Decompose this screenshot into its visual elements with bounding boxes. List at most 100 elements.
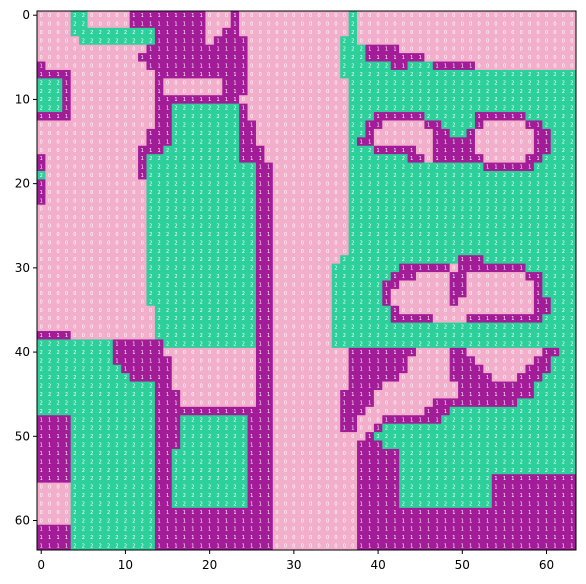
heatmap-cell-value: 0: [419, 30, 422, 36]
heatmap-cell-value: 2: [478, 106, 481, 112]
heatmap-cell-value: 2: [435, 106, 438, 112]
heatmap-cell: [331, 11, 341, 20]
heatmap-cell: [213, 27, 223, 37]
heatmap-cell-value: 1: [174, 97, 177, 103]
heatmap-cell-value: 0: [343, 97, 346, 103]
heatmap-cell-value: 1: [402, 114, 405, 120]
heatmap-cell: [289, 11, 299, 20]
heatmap-cell-value: 0: [545, 30, 548, 36]
heatmap-cell-value: 2: [562, 106, 565, 112]
heatmap-cell-value: 2: [427, 97, 430, 103]
heatmap-cell-value: 0: [82, 122, 85, 128]
heatmap-cell-value: 2: [452, 97, 455, 103]
heatmap-cell-value: 0: [318, 13, 321, 19]
heatmap-cell-value: 1: [183, 13, 186, 19]
heatmap-cell-value: 2: [410, 106, 413, 112]
heatmap-cell: [525, 36, 535, 46]
heatmap-cell: [331, 44, 341, 54]
heatmap-cell-value: 2: [99, 30, 102, 36]
heatmap-cell-value: 2: [553, 122, 556, 128]
heatmap-cell-value: 0: [99, 13, 102, 19]
heatmap-cell-value: 0: [65, 64, 68, 70]
heatmap-cell-value: 0: [503, 122, 506, 128]
heatmap-cell: [87, 11, 97, 20]
heatmap-cell-value: 0: [132, 97, 135, 103]
heatmap-cell-value: 2: [174, 106, 177, 112]
heatmap-cell-value: 0: [132, 72, 135, 78]
heatmap-cell-value: 2: [402, 97, 405, 103]
heatmap-cell-value: 0: [553, 55, 556, 61]
heatmap-cell: [458, 11, 467, 20]
heatmap-cell-value: 0: [208, 13, 211, 19]
heatmap-cell-value: 0: [267, 97, 270, 103]
heatmap-cell-value: 0: [250, 64, 253, 70]
heatmap-cell-value: 1: [216, 72, 219, 78]
heatmap-cell-value: 1: [183, 55, 186, 61]
heatmap-cell: [466, 36, 476, 46]
heatmap-cell: [70, 27, 80, 37]
heatmap-cell: [357, 27, 366, 37]
heatmap-cell: [466, 19, 476, 29]
heatmap-cell-value: 0: [56, 131, 59, 137]
heatmap-cell: [390, 27, 400, 37]
heatmap-cell: [289, 27, 299, 37]
heatmap-cell-value: 0: [132, 80, 135, 86]
heatmap-cell-value: 0: [132, 55, 135, 61]
heatmap-cell-value: 0: [242, 13, 245, 19]
heatmap-cell: [483, 36, 493, 46]
heatmap-cell-value: 1: [461, 64, 464, 70]
heatmap-cell-value: 0: [141, 72, 144, 78]
heatmap-cell: [407, 27, 417, 37]
heatmap-cell-value: 2: [368, 89, 371, 95]
heatmap-cell-value: 0: [486, 21, 489, 27]
heatmap-cell-value: 0: [141, 80, 144, 86]
heatmap-cell-value: 1: [166, 21, 169, 27]
heatmap-cell-value: 0: [40, 13, 43, 19]
heatmap-cell-value: 0: [124, 13, 127, 19]
heatmap-cell: [205, 27, 215, 37]
heatmap-cell: [264, 11, 274, 20]
heatmap-cell-value: 2: [553, 106, 556, 112]
heatmap-cell-value: 0: [107, 106, 110, 112]
heatmap-cell-value: 0: [90, 122, 93, 128]
heatmap-cell-value: 2: [351, 38, 354, 44]
heatmap-cell-value: 2: [494, 89, 497, 95]
heatmap-cell-value: 0: [90, 13, 93, 19]
heatmap-cell-value: 0: [368, 21, 371, 27]
heatmap-cell-value: 2: [419, 80, 422, 86]
heatmap-cell-value: 0: [259, 80, 262, 86]
heatmap-cell-value: 0: [402, 122, 405, 128]
heatmap-cell-value: 0: [301, 64, 304, 70]
heatmap-cell-value: 1: [208, 47, 211, 53]
heatmap-cell-value: 2: [410, 80, 413, 86]
heatmap-cell-value: 0: [292, 72, 295, 78]
heatmap-cell: [500, 44, 509, 54]
heatmap-cell-value: 2: [494, 97, 497, 103]
heatmap-cell: [424, 36, 434, 46]
heatmap-cell: [415, 27, 425, 37]
heatmap-cell-value: 0: [124, 122, 127, 128]
heatmap-cell-value: 1: [528, 122, 531, 128]
heatmap-cell: [550, 44, 560, 54]
heatmap-cell-value: 0: [115, 13, 118, 19]
heatmap-cell-value: 2: [503, 89, 506, 95]
heatmap-cell-value: 2: [469, 97, 472, 103]
heatmap-cell-value: 0: [511, 64, 514, 70]
heatmap-cell-value: 0: [225, 21, 228, 27]
heatmap-cell: [550, 19, 560, 29]
heatmap-cell-value: 0: [292, 114, 295, 120]
heatmap-cell-value: 0: [385, 30, 388, 36]
heatmap-cell-value: 1: [166, 72, 169, 78]
heatmap-cell-value: 1: [402, 55, 405, 61]
heatmap-cell-value: 2: [419, 97, 422, 103]
heatmap-cell-value: 1: [158, 21, 161, 27]
heatmap-cell-value: 0: [553, 13, 556, 19]
heatmap-cell-value: 0: [410, 13, 413, 19]
heatmap-cell-value: 2: [385, 64, 388, 70]
heatmap-cell-value: 0: [334, 114, 337, 120]
heatmap-cell: [567, 11, 577, 20]
heatmap-cell: [491, 27, 501, 37]
heatmap-cell-value: 1: [174, 47, 177, 53]
heatmap-cell-value: 0: [503, 47, 506, 53]
heatmap-cell-value: 0: [40, 21, 43, 27]
